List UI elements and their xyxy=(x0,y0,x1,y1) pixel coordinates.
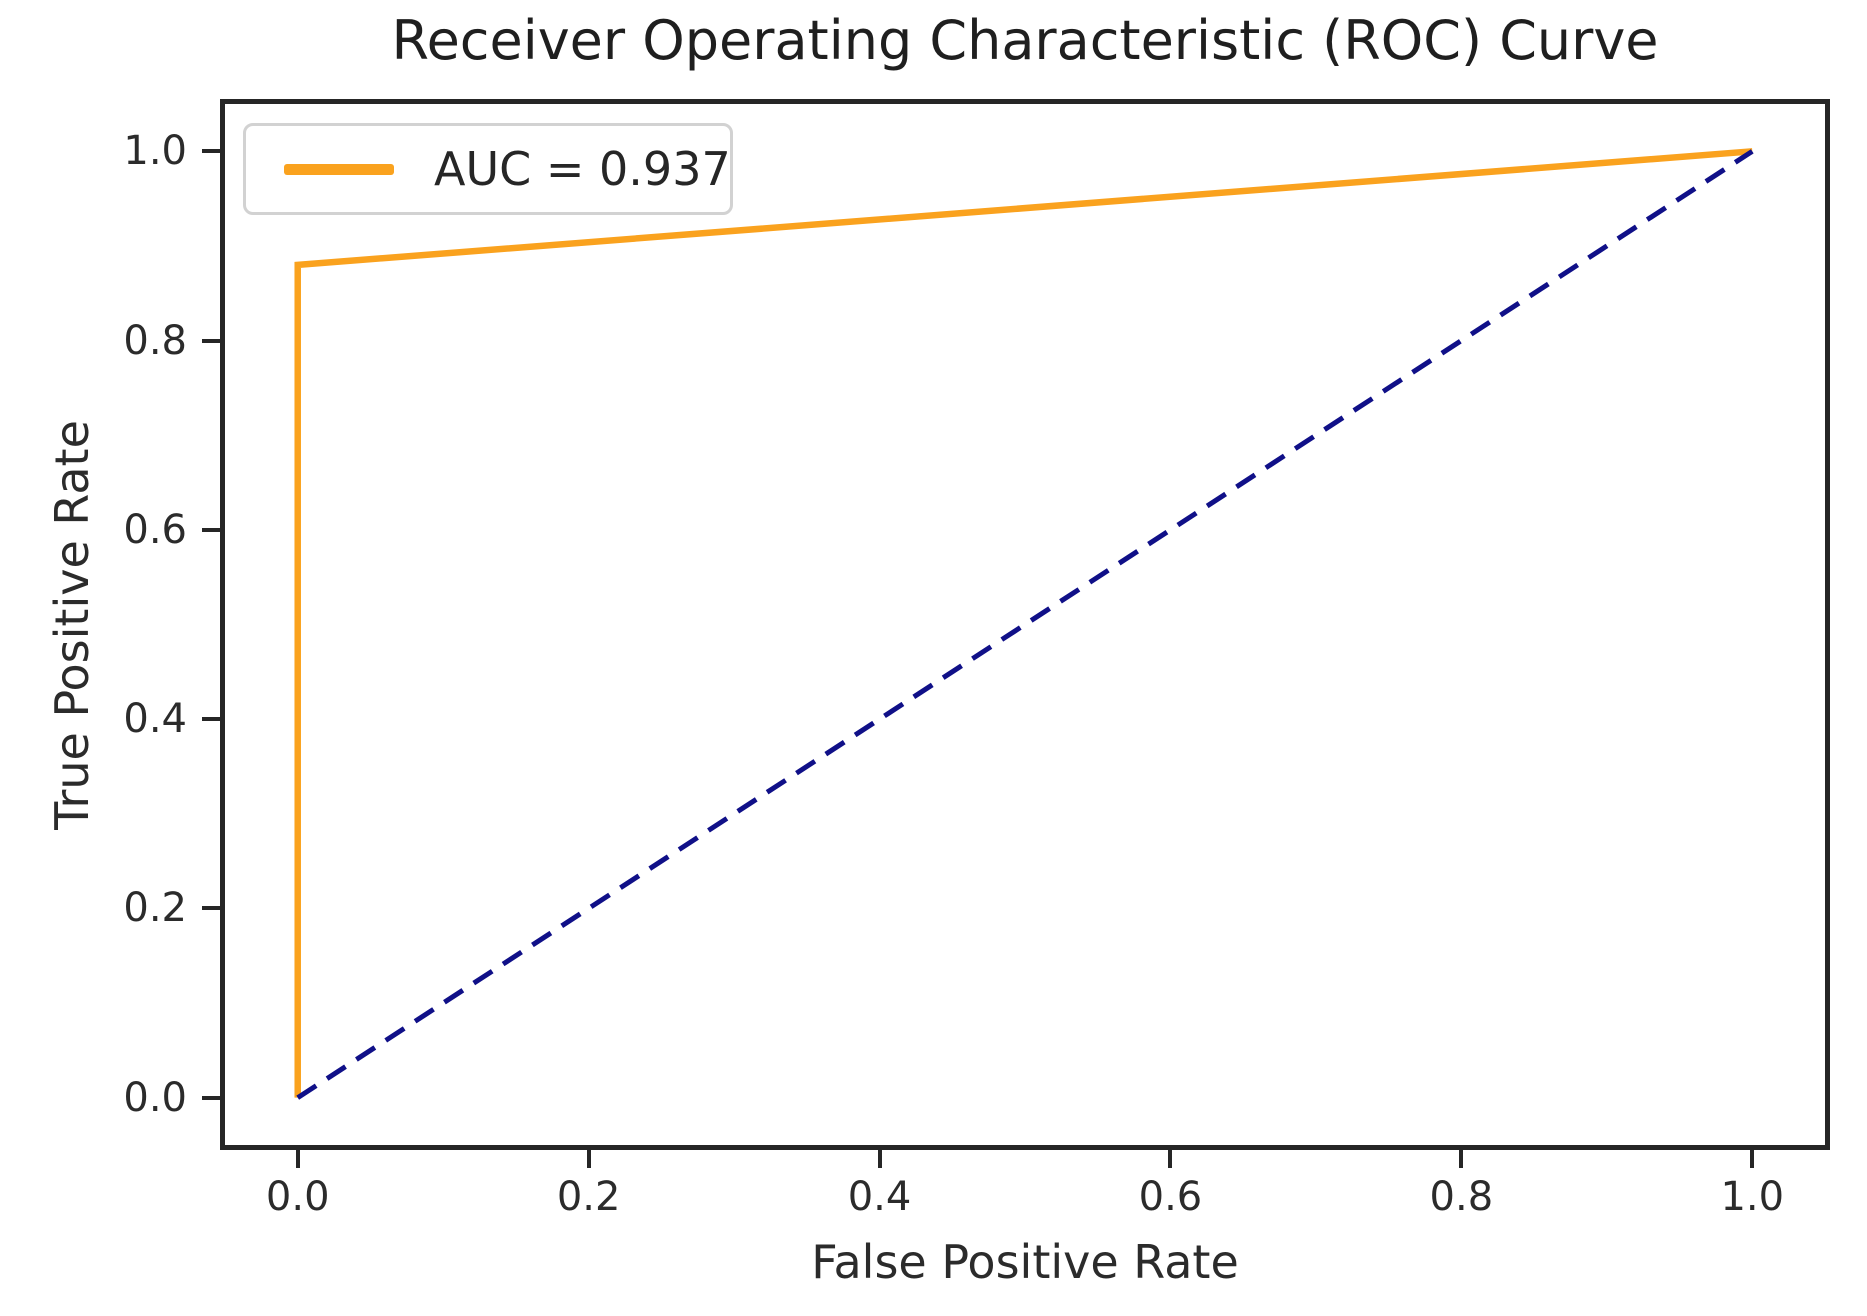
legend-auc-label: AUC = 0.937 xyxy=(434,142,731,196)
x-tick-mark xyxy=(1459,1150,1464,1168)
legend-line-swatch-icon xyxy=(284,163,394,175)
y-axis-label: True Positive Rate xyxy=(45,420,99,830)
y-tick-mark xyxy=(202,717,220,722)
plot-area: 0.0 0.2 0.4 0.6 0.8 1.0 0.0 0.2 0.4 0.6 0.8 1.0 AUC… xyxy=(123,99,1830,1220)
x-tick-mark xyxy=(1750,1150,1755,1168)
legend-box: AUC = 0.937 xyxy=(243,123,733,215)
y-tick-label: 0.6 xyxy=(123,506,187,553)
x-tick-mark xyxy=(295,1150,300,1168)
chart-title: Receiver Operating Characteristic (ROC) … xyxy=(391,9,1659,72)
x-tick-mark xyxy=(877,1150,882,1168)
x-tick-mark xyxy=(1168,1150,1173,1168)
y-tick-label: 0.8 xyxy=(123,317,187,364)
x-tick-label: 1.0 xyxy=(1720,1174,1785,1220)
roc-plot-lines xyxy=(294,148,1754,1100)
y-tick-label: 1.0 xyxy=(123,128,187,175)
x-tick-label: 0.0 xyxy=(265,1174,330,1220)
x-tick-label: 0.8 xyxy=(1429,1174,1494,1220)
y-tick-mark xyxy=(202,338,220,343)
y-tick-mark xyxy=(202,1095,220,1100)
x-tick-label: 0.6 xyxy=(1138,1174,1203,1220)
x-tick-label: 0.4 xyxy=(847,1174,912,1220)
y-tick-label: 0.2 xyxy=(123,885,187,932)
y-tick-mark xyxy=(202,906,220,911)
y-tick-mark xyxy=(202,527,220,532)
y-tick-mark xyxy=(202,149,220,154)
series-diagonal-reference xyxy=(296,149,1754,1100)
x-tick-mark xyxy=(586,1150,591,1168)
x-axis-label: False Positive Rate xyxy=(811,1235,1239,1289)
x-tick-label: 0.2 xyxy=(556,1174,621,1220)
series-roc-curve xyxy=(294,148,1753,1098)
y-tick-label: 0.0 xyxy=(123,1074,187,1121)
y-tick-label: 0.4 xyxy=(123,696,187,743)
